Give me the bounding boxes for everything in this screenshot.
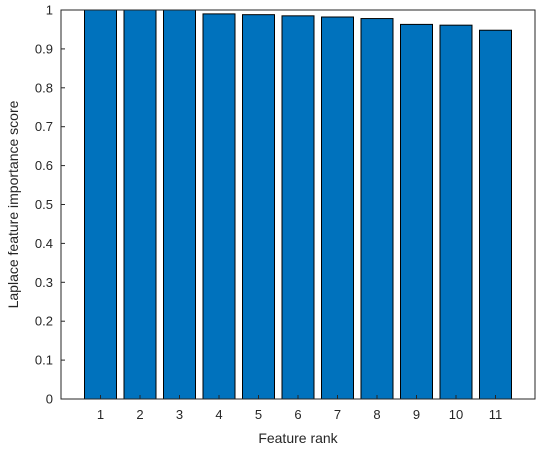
x-tick-label: 4 (215, 407, 222, 422)
x-tick-label: 1 (97, 407, 104, 422)
bar-8 (360, 18, 394, 400)
y-tick-label: 0.3 (35, 275, 53, 290)
x-tick-label: 6 (294, 407, 301, 422)
plot-frame (60, 9, 536, 400)
y-tick-label: 0.1 (35, 353, 53, 368)
bars-group (84, 9, 512, 400)
y-tick-label: 0.2 (35, 314, 53, 329)
bar-11 (479, 29, 512, 400)
y-tick-label: 0.9 (35, 41, 53, 56)
bar-9 (400, 23, 433, 400)
x-tick-label: 8 (373, 407, 380, 422)
bar-1 (84, 9, 117, 400)
y-tick-label: 1 (46, 3, 53, 18)
y-tick-label: 0.6 (35, 158, 53, 173)
x-tick-label: 2 (136, 407, 143, 422)
bar-7 (321, 16, 354, 400)
bar-6 (281, 15, 315, 400)
x-axis-ticks: 1 2 3 4 5 6 7 8 9 10 11 (97, 395, 502, 422)
bar-5 (242, 14, 275, 400)
y-tick-label: 0.8 (35, 80, 53, 95)
y-tick-label: 0.7 (35, 119, 53, 134)
x-axis-label: Feature rank (258, 430, 338, 446)
x-tick-label: 11 (489, 407, 503, 422)
bar-4 (202, 13, 236, 400)
bar-2 (123, 9, 157, 400)
bar-10 (439, 24, 473, 400)
x-tick-label: 3 (176, 407, 183, 422)
y-axis-ticks: 0 0.1 0.2 0.3 0.4 0.5 0.6 0.7 0.8 0.9 1 (35, 3, 65, 407)
y-tick-label: 0.4 (35, 236, 53, 251)
x-tick-label: 5 (255, 407, 262, 422)
y-tick-label: 0 (46, 392, 53, 407)
y-tick-label: 0.5 (35, 197, 53, 212)
bar-3 (163, 9, 196, 400)
x-tick-label: 10 (449, 407, 463, 422)
y-axis-label: Laplace feature importance score (5, 100, 21, 308)
x-tick-label: 7 (334, 407, 341, 422)
x-tick-label: 9 (413, 407, 420, 422)
